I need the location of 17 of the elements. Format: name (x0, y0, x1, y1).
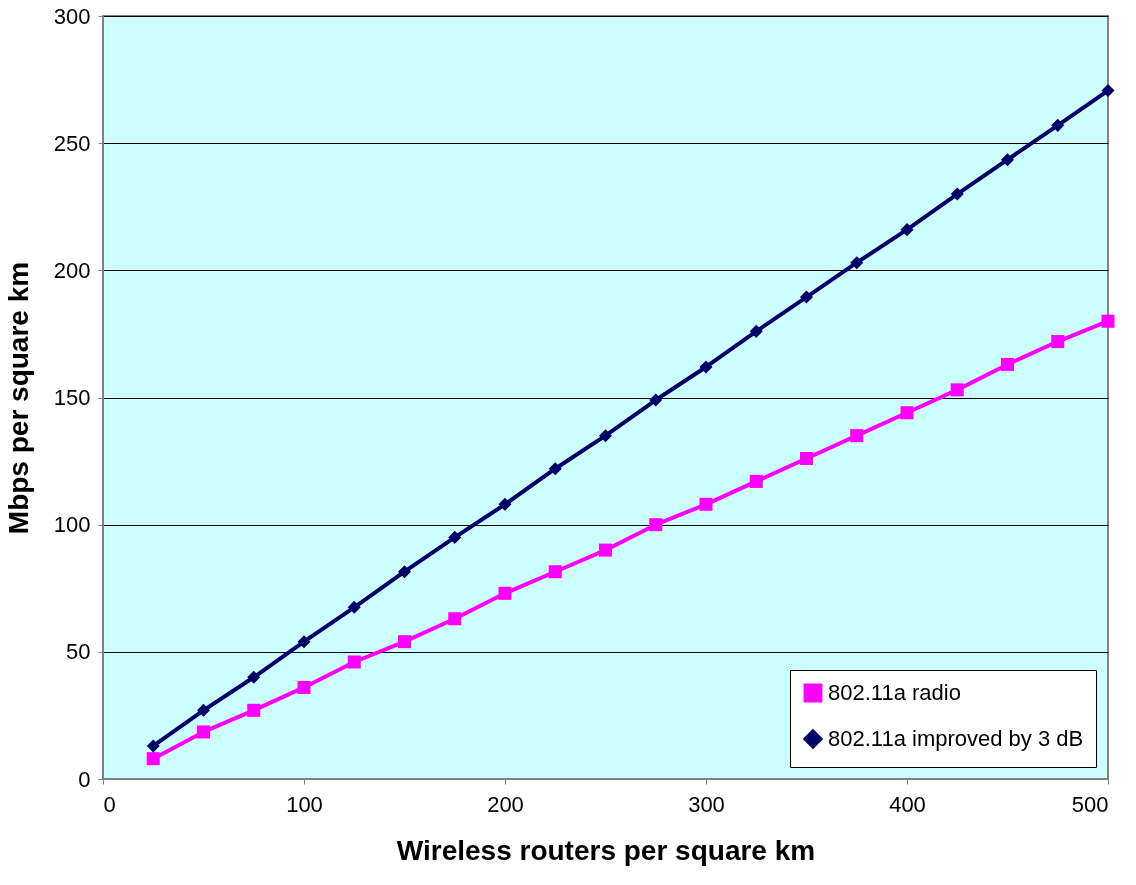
x-tick-label: 0 (103, 791, 116, 817)
x-tick-label: 400 (889, 791, 926, 817)
x-tick-label: 300 (688, 791, 725, 817)
x-tick-label: 500 (1071, 791, 1109, 817)
x-tick-label: 200 (487, 791, 524, 817)
y-axis-title: Mbps per square km (2, 261, 34, 535)
y-tick-label: 300 (53, 3, 91, 29)
y-tick-label: 100 (53, 512, 91, 538)
y-tick-label: 250 (53, 130, 91, 156)
legend-label: 802.11a improved by 3 dB (828, 726, 1084, 751)
y-tick-label: 50 (66, 639, 91, 665)
x-axis-title: Wireless routers per square km (396, 834, 816, 866)
y-tick-label: 150 (53, 385, 91, 410)
y-tick-label: 0 (78, 766, 91, 792)
legend-label: 802.11a radio (828, 680, 961, 705)
x-tick-label: 100 (286, 791, 323, 817)
y-tick-label: 200 (53, 257, 91, 283)
